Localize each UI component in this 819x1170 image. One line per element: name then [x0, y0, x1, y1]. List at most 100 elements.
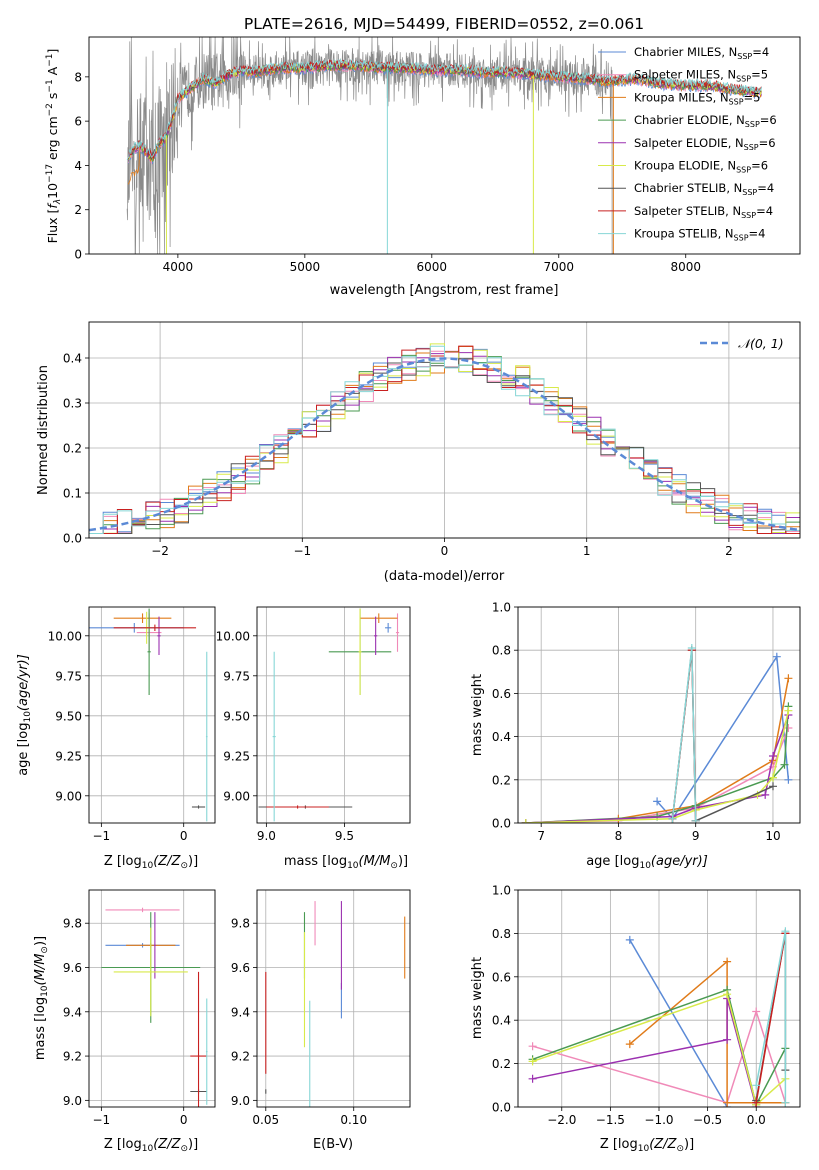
residuals-ytick-label: 0.1 [63, 487, 82, 501]
massZ-ylabel: mass [log10(M/M⊙)] [33, 936, 50, 1060]
ageMass-ytick-label: 9.00 [223, 789, 250, 803]
weightAge-marker-kroupa_stelib [691, 816, 700, 823]
ageMass-ytick-label: 9.50 [223, 709, 250, 723]
massEbv-ytick-label: 9.4 [231, 1005, 250, 1019]
weightAge-frame [517, 606, 801, 824]
spectrum-xtick-label: 7000 [543, 260, 574, 274]
spectrum-xtick-label: 4000 [163, 260, 194, 274]
ageZ-ytick-label: 9.75 [55, 669, 82, 683]
weightZ-ytick-label: 0.6 [492, 970, 511, 984]
weightAge-marker-salpeter_elodie [769, 752, 777, 760]
weightZ-line-salpeter_elodie [532, 998, 757, 1107]
weightAge-xtick-label: 10 [765, 829, 780, 843]
weightZ-xtick-label: −2.0 [547, 1113, 576, 1127]
massEbv-plot [265, 901, 406, 1107]
weightZ-xlabel: Z [log10(Z/Z⊙)] [600, 1137, 694, 1154]
weightZ-marker-kroupa_elodie [723, 990, 732, 999]
weightAge-xlabel: age [log10(age/yr)] [586, 854, 708, 871]
weightAge-axes: 7 8 9 10 0.0 0.2 0.4 0.6 0.8 1.0 [492, 601, 800, 843]
normal-curve [89, 357, 800, 532]
weightZ-marker-salpeter_elodie [723, 1035, 732, 1044]
weightAge-line-kroupa_elodie [525, 710, 790, 823]
ageZ-ytick-label: 9.00 [55, 789, 82, 803]
weightZ-ytick-label: 1.0 [492, 884, 511, 898]
weightAge-line-salpeter_miles [525, 727, 790, 823]
ageMass-xtick-label: 9.5 [335, 829, 354, 843]
ageZ-frame [88, 606, 216, 824]
weightAge-marker-kroupa_stelib [668, 814, 677, 823]
residuals-frame [88, 321, 801, 539]
weightAge-marker-salpeter_miles [784, 724, 793, 732]
weightAge-line-chabrier_miles [656, 654, 790, 820]
legend-label-kroupa_stelib: Kroupa STELIB, NSSP=4 [634, 227, 765, 243]
weightZ-line-chabrier_miles [629, 939, 728, 1107]
massZ-ytick-label: 9.0 [63, 1094, 82, 1108]
ageMass-xtick-label: 9.0 [257, 829, 276, 843]
ageZ-ytick-label: 9.25 [55, 749, 82, 763]
spectrum-ylabel: Flux [fλ10−17 erg cm−2 s−1 A−1] [45, 49, 63, 244]
ageMass-ytick-label: 10.00 [216, 629, 250, 643]
weightZ-marker-kroupa_miles [625, 1040, 634, 1049]
weightZ-marker-chabrier_miles [625, 935, 634, 944]
ageZ-xtick-label: 0 [180, 829, 188, 843]
massZ-axes: −1 0 9.0 9.2 9.4 9.6 9.8 [63, 890, 215, 1127]
ageMass-plot [258, 608, 400, 822]
weightAge-marker-chabrier_miles [772, 652, 781, 661]
residuals-legend: 𝒩(0, 1) [700, 336, 784, 351]
weightZ-ytick-label: 0.2 [492, 1057, 511, 1071]
residuals-xlabel: (data-model)/error [384, 569, 505, 584]
massZ-xlabel: Z [log10(Z/Z⊙)] [104, 1137, 198, 1154]
spectrum-axes: 4000 5000 6000 7000 8000 0 2 4 6 8 [74, 70, 701, 274]
massEbv-ytick-label: 9.2 [231, 1050, 250, 1064]
massEbv-ytick-label: 9.8 [231, 917, 250, 931]
weightZ-ylabel: mass weight [470, 957, 485, 1039]
weightAge-marker-chabrier_stelib [769, 782, 777, 791]
legend-label-kroupa_elodie: Kroupa ELODIE, NSSP=6 [634, 159, 768, 175]
spectrum-xtick-label: 5000 [290, 260, 321, 274]
weightAge-line-chabrier_elodie [525, 706, 790, 823]
hist-kroupa_stelib [89, 345, 800, 534]
legend-label-salpeter_stelib: Salpeter STELIB, NSSP=4 [634, 204, 773, 220]
massEbv-xtick-label: 0.05 [252, 1113, 279, 1127]
ageZ-ylabel: age [log10(age/yr)] [16, 654, 33, 776]
weightAge-marker-chabrier_miles [784, 775, 793, 784]
massZ-ytick-label: 9.2 [63, 1050, 82, 1064]
legend-label-salpeter_elodie: Salpeter ELODIE, NSSP=6 [634, 136, 776, 152]
spectrum-xtick-label: 6000 [417, 260, 448, 274]
weightZ-line-salpeter_miles [532, 1009, 787, 1104]
weightZ-marker-salpeter_miles [528, 1042, 537, 1051]
massZ-ytick-label: 9.6 [63, 961, 82, 975]
weightAge-ytick-label: 0.8 [492, 644, 511, 658]
massEbv-ytick-label: 9.6 [231, 961, 250, 975]
weightZ-xtick-label: 0.0 [747, 1113, 766, 1127]
weightZ-marker-kroupa_stelib [781, 1098, 790, 1107]
weightZ-line-salpeter_stelib [755, 933, 787, 1103]
weightAge-xtick-label: 8 [615, 829, 623, 843]
weightAge-marker-salpeter_elodie [761, 790, 770, 799]
weightAge-xtick-label: 7 [537, 829, 545, 843]
spectrum-ytick-label: 2 [74, 203, 82, 217]
weightZ-ytick-label: 0.8 [492, 927, 511, 941]
residuals-plot [89, 343, 800, 534]
residuals-ylabel: Normed distribution [36, 365, 51, 495]
weightZ-plot [528, 927, 790, 1107]
weightZ-ytick-label: 0.4 [492, 1014, 511, 1028]
ageMass-axes: 9.0 9.5 9.00 9.25 9.50 9.75 10.00 [216, 607, 410, 843]
massEbv-xtick-label: 0.10 [340, 1113, 367, 1127]
spectrum-legend: Chabrier MILES, NSSP=4 Salpeter MILES, NS… [598, 45, 777, 243]
legend-label-chabrier_elodie: Chabrier ELODIE, NSSP=6 [634, 113, 777, 129]
ageZ-ytick-label: 10.00 [48, 629, 82, 643]
residuals-axes: −2 −1 0 1 2 0.0 0.1 0.2 0.3 0.4 [63, 322, 800, 558]
legend-label-normal: 𝒩(0, 1) [738, 336, 784, 351]
massZ-plot [101, 907, 208, 1107]
weightAge-ytick-label: 1.0 [492, 601, 511, 615]
residuals-ytick-label: 0.4 [63, 352, 82, 366]
weightZ-marker-kroupa_miles [723, 1098, 732, 1107]
residuals-xtick-label: −1 [293, 544, 311, 558]
weightAge-marker-kroupa_elodie [521, 819, 530, 823]
weightZ-marker-salpeter_stelib [752, 1098, 761, 1107]
residuals-xtick-label: 0 [441, 544, 449, 558]
weightZ-marker-kroupa_miles [723, 957, 732, 966]
ageMass-xlabel: mass [log10(M/M⊙)] [284, 854, 408, 871]
